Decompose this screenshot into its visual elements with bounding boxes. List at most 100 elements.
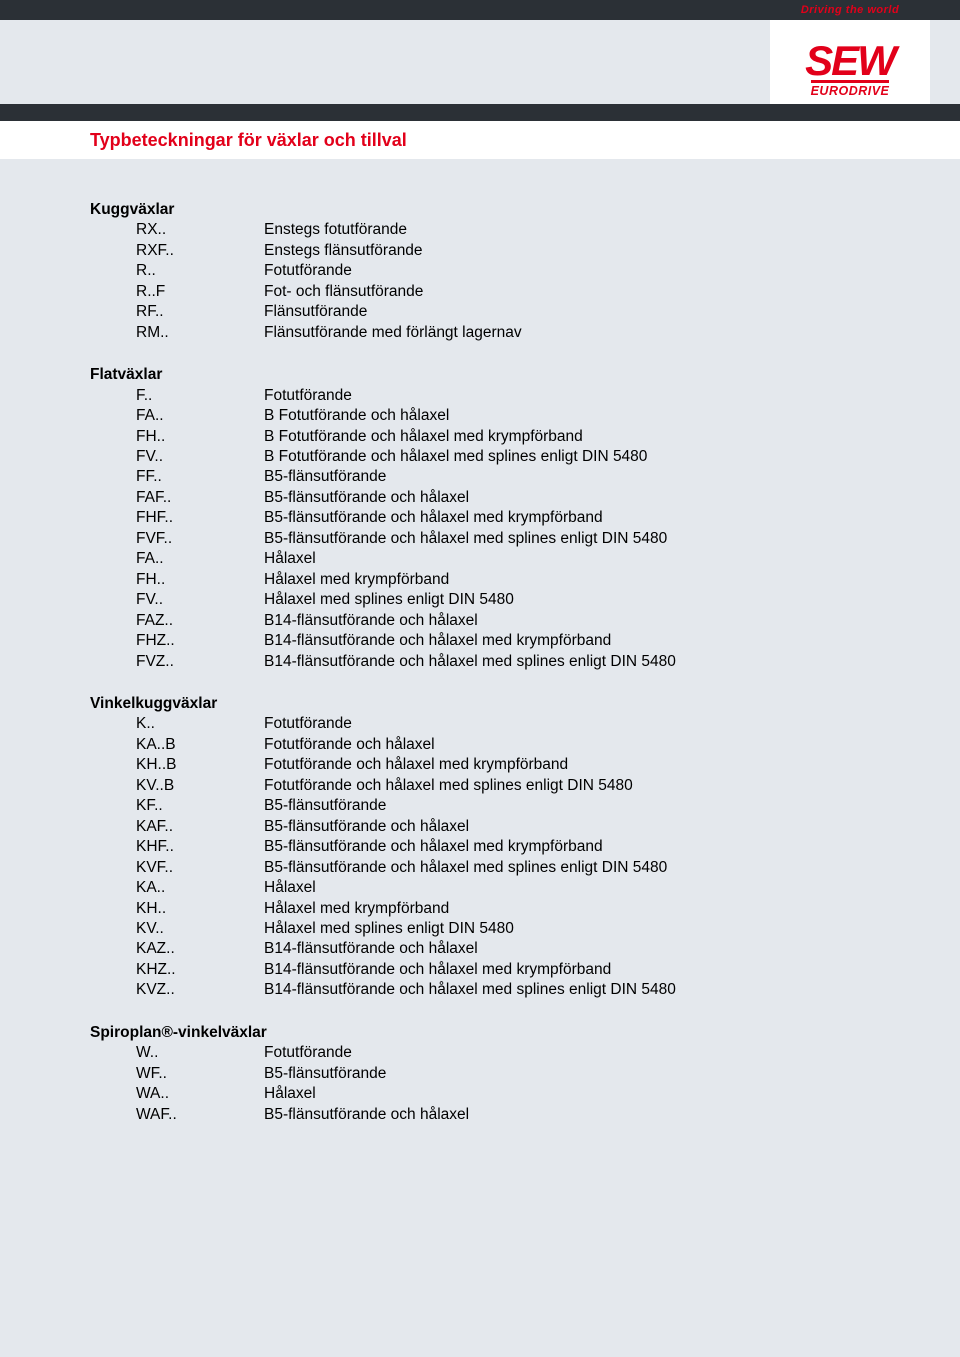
type-code: R..F xyxy=(90,282,264,302)
type-row: FA..Hålaxel xyxy=(90,549,890,569)
type-code: RX.. xyxy=(90,220,264,240)
type-description: B5-flänsutförande och hålaxel med krympf… xyxy=(264,837,890,857)
section-title: Vinkelkuggväxlar xyxy=(90,694,890,714)
type-code: WA.. xyxy=(90,1084,264,1104)
type-code: KA.. xyxy=(90,878,264,898)
type-row: K..Fotutförande xyxy=(90,714,890,734)
type-row: FH..Hålaxel med krympförband xyxy=(90,570,890,590)
type-row: FV..Hålaxel med splines enligt DIN 5480 xyxy=(90,590,890,610)
type-row: R..Fotutförande xyxy=(90,261,890,281)
type-row: W..Fotutförande xyxy=(90,1043,890,1063)
type-code: KVF.. xyxy=(90,858,264,878)
type-description: Fotutförande xyxy=(264,261,890,281)
type-description: B14-flänsutförande och hålaxel xyxy=(264,939,890,959)
type-row: KH..Hålaxel med krympförband xyxy=(90,899,890,919)
type-description: B5-flänsutförande och hålaxel med krympf… xyxy=(264,508,890,528)
type-code: K.. xyxy=(90,714,264,734)
type-row: FVF..B5-flänsutförande och hålaxel med s… xyxy=(90,529,890,549)
type-description: Hålaxel med splines enligt DIN 5480 xyxy=(264,919,890,939)
type-code: FV.. xyxy=(90,447,264,467)
type-row: KHZ..B14-flänsutförande och hålaxel med … xyxy=(90,960,890,980)
brand-logo: SEW EURODRIVE xyxy=(770,44,930,100)
type-code: WF.. xyxy=(90,1064,264,1084)
brand-tagline: Driving the world xyxy=(770,0,930,20)
type-description: B14-flänsutförande och hålaxel med krymp… xyxy=(264,631,890,651)
type-row: RF..Flänsutförande xyxy=(90,302,890,322)
type-description: Hålaxel med splines enligt DIN 5480 xyxy=(264,590,890,610)
logo-sub-text: EURODRIVE xyxy=(811,80,890,98)
type-code: KF.. xyxy=(90,796,264,816)
type-description: B5-flänsutförande xyxy=(264,467,890,487)
type-code: FV.. xyxy=(90,590,264,610)
section-title: Flatväxlar xyxy=(90,365,890,385)
type-description: B Fotutförande och hålaxel xyxy=(264,406,890,426)
type-code: FVZ.. xyxy=(90,652,264,672)
type-description: Hålaxel xyxy=(264,1084,890,1104)
type-row: KH..BFotutförande och hålaxel med krympf… xyxy=(90,755,890,775)
type-row: RXF..Enstegs flänsutförande xyxy=(90,241,890,261)
type-row: KV..BFotutförande och hålaxel med spline… xyxy=(90,776,890,796)
type-row: FHF..B5-flänsutförande och hålaxel med k… xyxy=(90,508,890,528)
type-description: B14-flänsutförande och hålaxel med splin… xyxy=(264,980,890,1000)
type-description: Hålaxel med krympförband xyxy=(264,570,890,590)
type-description: B Fotutförande och hålaxel med splines e… xyxy=(264,447,890,467)
type-code: FF.. xyxy=(90,467,264,487)
type-description: Hålaxel xyxy=(264,549,890,569)
type-row: KA..Hålaxel xyxy=(90,878,890,898)
type-row: WAF..B5-flänsutförande och hålaxel xyxy=(90,1105,890,1125)
type-row: KHF..B5-flänsutförande och hålaxel med k… xyxy=(90,837,890,857)
type-row: KVZ..B14-flänsutförande och hålaxel med … xyxy=(90,980,890,1000)
type-description: Fot- och flänsutförande xyxy=(264,282,890,302)
type-description: Fotutförande och hålaxel xyxy=(264,735,890,755)
type-code: FAF.. xyxy=(90,488,264,508)
type-code: KV.. xyxy=(90,919,264,939)
logo-main-text: SEW xyxy=(805,44,895,78)
type-row: KAF..B5-flänsutförande och hålaxel xyxy=(90,817,890,837)
page-title: Typbeteckningar för växlar och tillval xyxy=(0,130,407,151)
title-band: Typbeteckningar för växlar och tillval xyxy=(0,121,960,159)
type-description: Enstegs fotutförande xyxy=(264,220,890,240)
type-code: KH.. xyxy=(90,899,264,919)
type-description: B14-flänsutförande och hålaxel med krymp… xyxy=(264,960,890,980)
type-code: KAF.. xyxy=(90,817,264,837)
type-code: RF.. xyxy=(90,302,264,322)
section-title: Kuggväxlar xyxy=(90,200,890,220)
type-row: KVF..B5-flänsutförande och hålaxel med s… xyxy=(90,858,890,878)
type-description: B5-flänsutförande och hålaxel xyxy=(264,488,890,508)
type-code: RXF.. xyxy=(90,241,264,261)
tagline-text: Driving the world xyxy=(801,4,899,16)
section: Spiroplan®-vinkelväxlarW..FotutförandeWF… xyxy=(90,1023,890,1125)
type-description: B14-flänsutförande och hålaxel med splin… xyxy=(264,652,890,672)
type-code: KH..B xyxy=(90,755,264,775)
type-code: KHF.. xyxy=(90,837,264,857)
type-row: KA..BFotutförande och hålaxel xyxy=(90,735,890,755)
type-code: WAF.. xyxy=(90,1105,264,1125)
type-description: B5-flänsutförande och hålaxel xyxy=(264,817,890,837)
type-description: Fotutförande xyxy=(264,714,890,734)
type-row: KV..Hålaxel med splines enligt DIN 5480 xyxy=(90,919,890,939)
type-code: RM.. xyxy=(90,323,264,343)
header-secondary-bar xyxy=(0,104,960,121)
type-row: FF..B5-flänsutförande xyxy=(90,467,890,487)
type-row: FAZ..B14-flänsutförande och hålaxel xyxy=(90,611,890,631)
type-description: Hålaxel med krympförband xyxy=(264,899,890,919)
type-code: R.. xyxy=(90,261,264,281)
type-description: B Fotutförande och hålaxel med krympförb… xyxy=(264,427,890,447)
type-row: FVZ..B14-flänsutförande och hålaxel med … xyxy=(90,652,890,672)
type-row: FV..B Fotutförande och hålaxel med splin… xyxy=(90,447,890,467)
type-description: B5-flänsutförande och hålaxel med spline… xyxy=(264,858,890,878)
type-row: FA..B Fotutförande och hålaxel xyxy=(90,406,890,426)
type-code: FH.. xyxy=(90,427,264,447)
type-row: KAZ..B14-flänsutförande och hålaxel xyxy=(90,939,890,959)
type-description: Fotutförande xyxy=(264,386,890,406)
type-description: Enstegs flänsutförande xyxy=(264,241,890,261)
type-description: B14-flänsutförande och hålaxel xyxy=(264,611,890,631)
type-code: W.. xyxy=(90,1043,264,1063)
type-code: KA..B xyxy=(90,735,264,755)
type-code: FA.. xyxy=(90,406,264,426)
type-code: FA.. xyxy=(90,549,264,569)
type-row: WA..Hålaxel xyxy=(90,1084,890,1104)
type-row: WF..B5-flänsutförande xyxy=(90,1064,890,1084)
section: KuggväxlarRX..Enstegs fotutförandeRXF..E… xyxy=(90,200,890,343)
type-code: FHZ.. xyxy=(90,631,264,651)
